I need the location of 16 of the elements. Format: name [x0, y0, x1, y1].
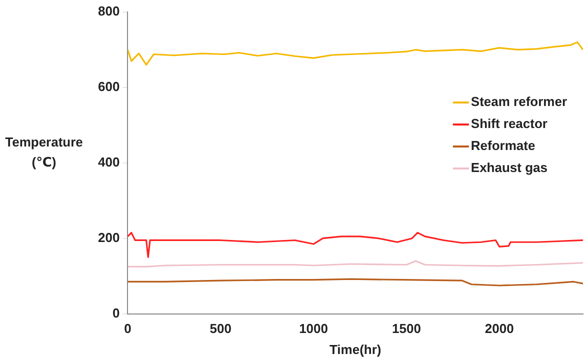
y-tick-label: 400	[98, 154, 120, 170]
y-axis-title: Temperature (℃)	[5, 134, 83, 170]
y-tick-label: 0	[112, 305, 120, 320]
legend-label: Steam reformer	[470, 94, 568, 110]
legend-label: Shift reactor	[470, 116, 548, 132]
y-tick-label: 800	[98, 4, 120, 19]
x-tick-label: 500	[210, 321, 232, 336]
legend-label: Exhaust gas	[470, 160, 548, 176]
legend-label: Reformate	[470, 138, 536, 154]
x-tick-label: 0	[124, 321, 132, 336]
y-tick-label: 600	[98, 79, 120, 94]
x-tick-label: 1500	[392, 321, 421, 336]
x-tick-label: 2000	[484, 321, 514, 336]
x-axis-title: Time(hr)	[329, 342, 382, 357]
y-tick-label: 200	[98, 230, 120, 245]
x-tick-label: 1000	[299, 321, 328, 336]
